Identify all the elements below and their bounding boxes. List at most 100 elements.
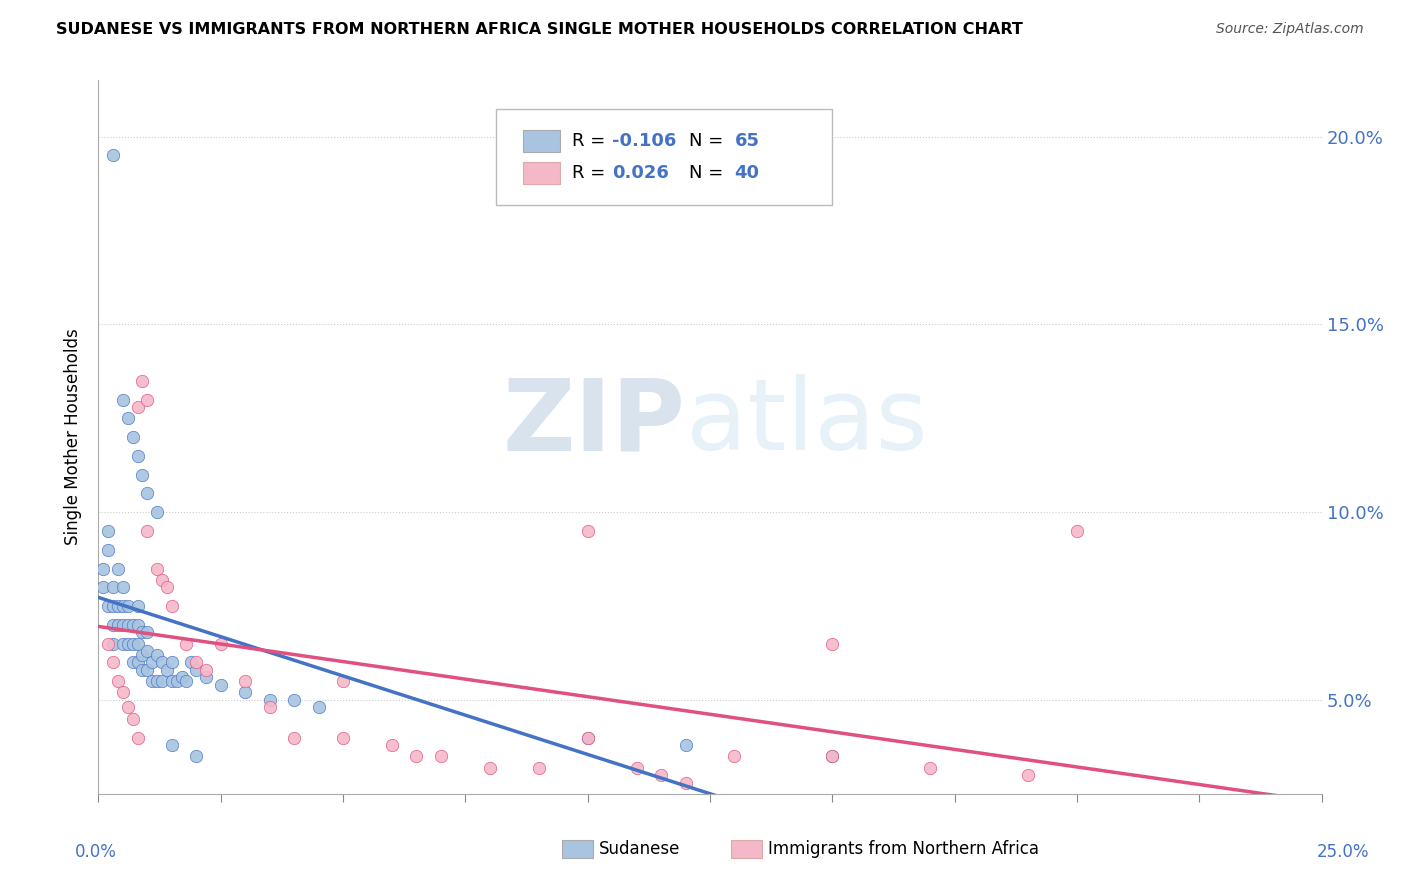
Point bbox=[186, 749, 208, 764]
Point bbox=[180, 656, 202, 670]
Text: SUDANESE VS IMMIGRANTS FROM NORTHERN AFRICA SINGLE MOTHER HOUSEHOLDS CORRELATION: SUDANESE VS IMMIGRANTS FROM NORTHERN AFR… bbox=[56, 22, 1024, 37]
Point bbox=[723, 749, 745, 764]
Text: 0.0%: 0.0% bbox=[75, 843, 117, 861]
Point bbox=[127, 731, 149, 745]
Point bbox=[91, 561, 114, 575]
Point bbox=[195, 670, 218, 684]
Point bbox=[127, 449, 149, 463]
Point bbox=[160, 738, 183, 752]
Point bbox=[166, 674, 188, 689]
Text: N =: N = bbox=[689, 132, 730, 150]
Point bbox=[101, 580, 124, 594]
Point bbox=[121, 618, 143, 632]
Text: atlas: atlas bbox=[686, 375, 927, 471]
Point bbox=[131, 648, 153, 662]
Point bbox=[186, 656, 208, 670]
Point bbox=[136, 625, 159, 640]
Point bbox=[576, 731, 599, 745]
Point bbox=[478, 761, 501, 775]
Point bbox=[111, 637, 134, 651]
Point bbox=[117, 411, 139, 425]
Point bbox=[821, 749, 844, 764]
Point bbox=[91, 580, 114, 594]
Point bbox=[101, 637, 124, 651]
Point bbox=[131, 663, 153, 677]
Point bbox=[146, 674, 169, 689]
Point bbox=[146, 561, 169, 575]
Point bbox=[127, 656, 149, 670]
Text: -0.106: -0.106 bbox=[612, 132, 676, 150]
Point bbox=[1017, 768, 1039, 782]
Point bbox=[111, 685, 134, 699]
Point bbox=[107, 674, 129, 689]
Text: 25.0%: 25.0% bbox=[1316, 843, 1369, 861]
FancyBboxPatch shape bbox=[523, 130, 560, 152]
Point bbox=[160, 674, 183, 689]
Point bbox=[150, 674, 173, 689]
Point bbox=[332, 674, 354, 689]
Point bbox=[141, 656, 163, 670]
Point bbox=[675, 775, 697, 789]
Text: N =: N = bbox=[689, 164, 730, 182]
Point bbox=[160, 599, 183, 613]
Point bbox=[131, 625, 153, 640]
Point bbox=[576, 524, 599, 538]
Point bbox=[136, 486, 159, 500]
Point bbox=[121, 656, 143, 670]
Point bbox=[146, 648, 169, 662]
Point bbox=[117, 700, 139, 714]
Point bbox=[156, 663, 179, 677]
FancyBboxPatch shape bbox=[523, 162, 560, 184]
Point bbox=[131, 374, 153, 388]
Point bbox=[821, 749, 844, 764]
Point bbox=[186, 663, 208, 677]
Point bbox=[141, 674, 163, 689]
Point bbox=[381, 738, 404, 752]
Point bbox=[1066, 524, 1088, 538]
Y-axis label: Single Mother Households: Single Mother Households bbox=[65, 329, 83, 545]
Point bbox=[283, 731, 305, 745]
Point bbox=[150, 573, 173, 587]
Point bbox=[136, 663, 159, 677]
Point bbox=[97, 637, 120, 651]
Point bbox=[121, 430, 143, 444]
Point bbox=[121, 637, 143, 651]
Text: Immigrants from Northern Africa: Immigrants from Northern Africa bbox=[768, 840, 1039, 858]
Point bbox=[576, 731, 599, 745]
Point bbox=[176, 674, 198, 689]
Point bbox=[821, 637, 844, 651]
Text: 40: 40 bbox=[734, 164, 759, 182]
Point bbox=[117, 599, 139, 613]
Point bbox=[233, 685, 256, 699]
Point bbox=[127, 637, 149, 651]
Point bbox=[97, 599, 120, 613]
Point bbox=[920, 761, 942, 775]
Point bbox=[101, 656, 124, 670]
Point bbox=[527, 761, 550, 775]
Text: R =: R = bbox=[572, 132, 610, 150]
Point bbox=[156, 580, 179, 594]
Text: Source: ZipAtlas.com: Source: ZipAtlas.com bbox=[1216, 22, 1364, 37]
Text: ZIP: ZIP bbox=[503, 375, 686, 471]
Point bbox=[136, 644, 159, 658]
Point bbox=[111, 392, 134, 407]
Point bbox=[131, 467, 153, 482]
Point bbox=[209, 678, 232, 692]
Point bbox=[136, 524, 159, 538]
Point bbox=[97, 542, 120, 557]
Point bbox=[107, 618, 129, 632]
Point bbox=[127, 618, 149, 632]
Text: 0.026: 0.026 bbox=[612, 164, 669, 182]
Point bbox=[176, 637, 198, 651]
Point bbox=[233, 674, 256, 689]
Point bbox=[626, 761, 648, 775]
FancyBboxPatch shape bbox=[496, 109, 832, 205]
Point bbox=[127, 599, 149, 613]
Text: R =: R = bbox=[572, 164, 610, 182]
Point bbox=[283, 693, 305, 707]
Text: Sudanese: Sudanese bbox=[599, 840, 681, 858]
Point bbox=[121, 712, 143, 726]
Point bbox=[107, 561, 129, 575]
Point bbox=[127, 400, 149, 414]
Point bbox=[405, 749, 427, 764]
